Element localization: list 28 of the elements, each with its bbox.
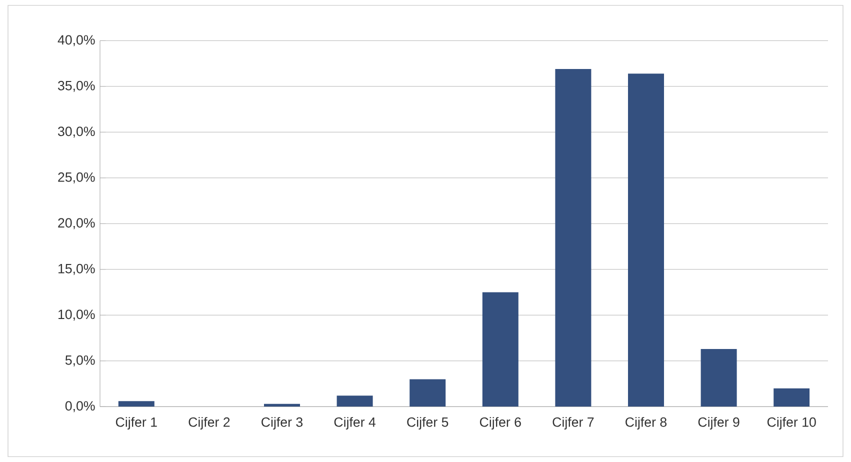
x-tick-label: Cijfer 4	[334, 417, 376, 430]
y-tick-label: 0,0%	[65, 401, 95, 412]
x-tick-label: Cijfer 3	[262, 417, 303, 430]
y-tick-label: 20,0%	[58, 218, 95, 230]
bar	[700, 349, 737, 407]
x-tick-label: Cijfer 9	[698, 417, 740, 430]
bar	[336, 396, 373, 407]
x-tick-label: Cijfer 8	[626, 417, 667, 430]
bar	[555, 69, 592, 407]
bar	[774, 388, 810, 407]
y-tick-label: 30,0%	[58, 126, 95, 138]
y-tick-label: 15,0%	[58, 264, 95, 275]
x-tick-label: Cijfer 5	[407, 417, 448, 430]
y-tick-label: 40,0%	[58, 35, 95, 46]
y-tick-label: 35,0%	[58, 80, 95, 92]
bar	[628, 74, 664, 407]
y-tick-label: 5,0%	[65, 355, 95, 366]
y-tick-label: 25,0%	[58, 172, 95, 184]
x-tick-label: Cijfer 7	[552, 417, 594, 430]
x-tick-label: Cijfer 2	[188, 417, 230, 430]
x-tick-label: Cijfer 1	[116, 417, 157, 430]
y-tick-label: 10,0%	[58, 310, 95, 321]
bar	[482, 292, 518, 407]
bar	[410, 379, 446, 407]
bar	[118, 401, 154, 407]
bar	[264, 404, 300, 407]
x-tick-label: Cijfer 6	[480, 417, 521, 430]
x-tick-label: Cijfer 10	[767, 417, 816, 430]
